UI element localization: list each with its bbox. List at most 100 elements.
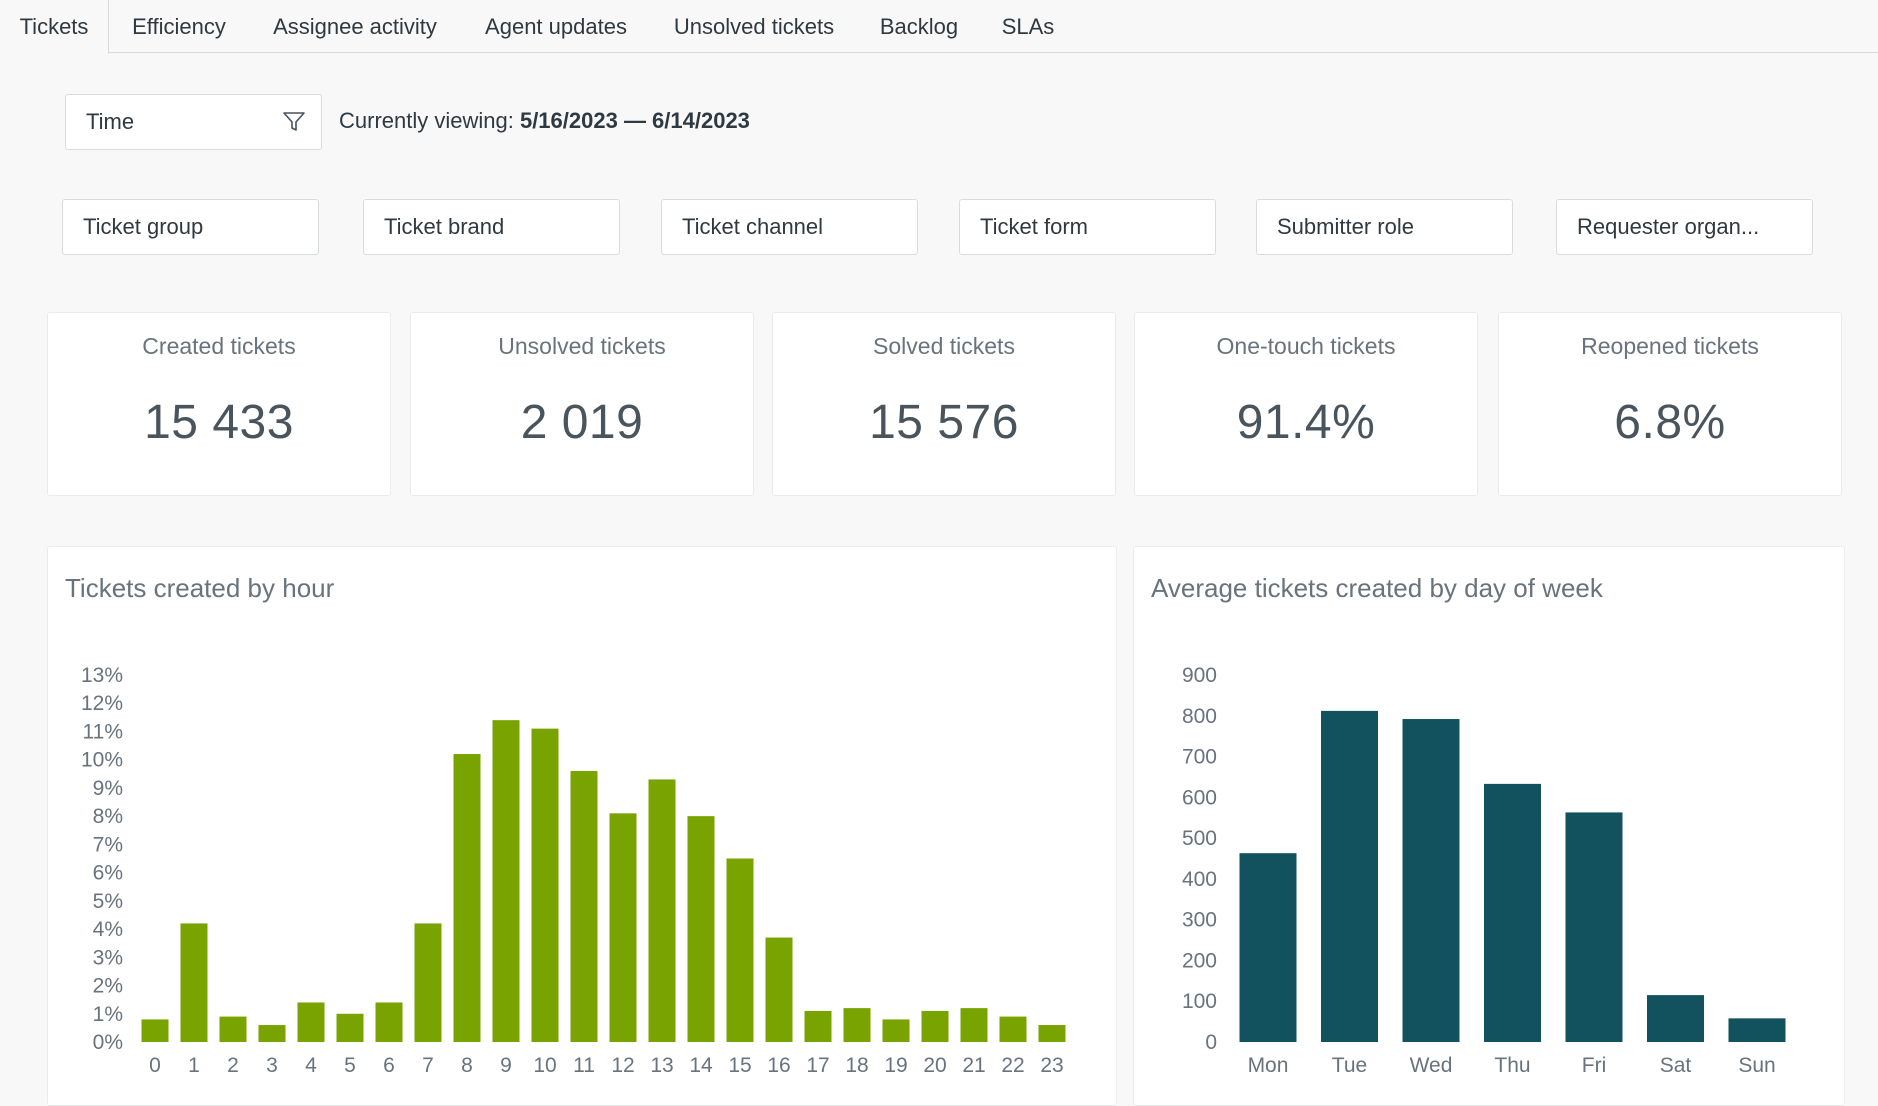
kpi-label: Created tickets <box>142 333 296 359</box>
x-tick-label: Mon <box>1248 1054 1289 1077</box>
bar <box>1728 1018 1786 1042</box>
bar <box>726 858 754 1042</box>
bar <box>414 923 442 1042</box>
y-tick-label: 8% <box>93 805 123 828</box>
tab-assignee-activity[interactable]: Assignee activity <box>273 13 437 39</box>
bar <box>1565 812 1623 1042</box>
y-tick-label: 13% <box>81 664 123 687</box>
tab-unsolved-tickets[interactable]: Unsolved tickets <box>673 13 835 39</box>
x-tick-label: 22 <box>1001 1054 1024 1077</box>
bar <box>570 770 598 1042</box>
x-tick-label: 11 <box>573 1054 595 1077</box>
bar <box>609 813 637 1042</box>
x-tick-label: 19 <box>884 1054 907 1077</box>
y-tick-label: 11% <box>83 720 123 743</box>
bar <box>297 1002 325 1042</box>
y-tick-label: 700 <box>1182 746 1217 769</box>
x-tick-label: 20 <box>923 1054 946 1077</box>
kpi-label: One-touch tickets <box>1216 333 1396 359</box>
bar <box>1239 853 1297 1042</box>
filter-ticket-form[interactable]: Ticket form <box>959 199 1216 255</box>
x-tick-label: 9 <box>500 1054 512 1077</box>
weekday-bar-chart: 0 100 200 300 400 500 600 700 800 900 Mon Tue Wed Thu… <box>1182 664 1786 1077</box>
tab-slas[interactable]: SLAs <box>1001 13 1055 39</box>
tab-agent-updates[interactable]: Agent updates <box>485 13 627 39</box>
bar <box>687 816 715 1042</box>
kpi-solved-tickets: Solved tickets 15 576 <box>772 312 1116 496</box>
bar <box>375 1002 403 1042</box>
x-tick-label: Tue <box>1332 1054 1367 1077</box>
y-tick-label: 1% <box>93 1003 123 1026</box>
kpi-value: 91.4% <box>1236 396 1376 449</box>
y-tick-label: 500 <box>1182 827 1217 850</box>
x-tick-label: 7 <box>422 1054 434 1077</box>
x-tick-label: 12 <box>611 1054 634 1077</box>
report-tab-bar: Tickets Efficiency Assignee activity Age… <box>0 0 1878 54</box>
y-tick-label: 10% <box>81 749 123 772</box>
bar <box>492 720 520 1042</box>
bar <box>1647 995 1704 1042</box>
bar <box>1484 783 1541 1042</box>
y-tick-label: 12% <box>81 692 123 715</box>
filter-requester-organization[interactable]: Requester organ... <box>1556 199 1813 255</box>
kpi-label: Solved tickets <box>873 333 1015 359</box>
weekday-chart-title: Average tickets created by day of week <box>1151 573 1603 603</box>
bar <box>1038 1025 1066 1042</box>
y-tick-label: 400 <box>1182 868 1217 891</box>
bar <box>141 1019 169 1042</box>
bar <box>531 728 559 1042</box>
y-tick-label: 5% <box>93 890 123 913</box>
y-tick-label: 200 <box>1182 949 1217 972</box>
time-filter-label: Time <box>86 109 135 134</box>
y-tick-label: 100 <box>1182 990 1217 1013</box>
y-tick-label: 600 <box>1182 786 1217 809</box>
viewing-prefix: Currently viewing: <box>339 108 520 133</box>
kpi-label: Reopened tickets <box>1581 333 1759 359</box>
bar <box>648 779 676 1042</box>
filter-ticket-channel[interactable]: Ticket channel <box>661 199 918 255</box>
y-tick-label: 3% <box>93 946 123 969</box>
x-tick-label: Wed <box>1410 1054 1453 1077</box>
y-tick-label: 9% <box>93 777 123 800</box>
x-tick-label: 17 <box>806 1054 829 1077</box>
y-tick-label: 800 <box>1182 705 1217 728</box>
bar <box>765 937 793 1042</box>
x-tick-label: 16 <box>767 1054 790 1077</box>
tab-tickets[interactable]: Tickets <box>0 0 109 54</box>
filter-submitter-role[interactable]: Submitter role <box>1256 199 1513 255</box>
y-tick-label: 4% <box>93 918 123 941</box>
bar <box>258 1025 286 1042</box>
viewing-range: 5/16/2023 — 6/14/2023 <box>519 108 750 133</box>
x-tick-label: 14 <box>689 1054 713 1077</box>
y-tick-label: 2% <box>93 975 123 998</box>
bar <box>336 1013 364 1042</box>
x-tick-label: 23 <box>1040 1054 1063 1077</box>
y-tick-label: 0 <box>1205 1031 1217 1054</box>
kpi-created-tickets: Created tickets 15 433 <box>47 312 391 496</box>
kpi-label: Unsolved tickets <box>498 333 666 359</box>
bar <box>843 1008 871 1042</box>
tab-efficiency[interactable]: Efficiency <box>132 13 226 39</box>
weekday-chart-panel: Average tickets created by day of week 0… <box>1133 546 1845 1106</box>
hourly-chart-panel: Tickets created by hour 0% 1% 2% 3% 4% 5% 6% 7%… <box>47 546 1117 1106</box>
x-tick-label: 1 <box>188 1054 200 1077</box>
bar <box>1402 719 1460 1042</box>
y-tick-label: 300 <box>1182 909 1217 932</box>
bar <box>453 754 481 1042</box>
filter-ticket-brand[interactable]: Ticket brand <box>363 199 620 255</box>
x-tick-label: 4 <box>305 1054 317 1077</box>
tab-backlog[interactable]: Backlog <box>879 13 959 39</box>
x-tick-label: 0 <box>149 1054 161 1077</box>
time-filter-button[interactable]: Time <box>65 94 322 150</box>
y-tick-label: 900 <box>1182 664 1217 687</box>
current-date-range: Currently viewing: 5/16/2023 — 6/14/2023 <box>339 108 750 134</box>
bar <box>999 1016 1027 1042</box>
kpi-reopened-tickets: Reopened tickets 6.8% <box>1498 312 1842 496</box>
kpi-value: 2 019 <box>520 396 644 449</box>
y-tick-label: 7% <box>93 833 123 856</box>
bar <box>219 1016 247 1042</box>
filter-ticket-group[interactable]: Ticket group <box>62 199 319 255</box>
x-tick-label: 21 <box>962 1054 985 1077</box>
kpi-unsolved-tickets: Unsolved tickets 2 019 <box>410 312 754 496</box>
x-tick-label: 5 <box>344 1054 356 1077</box>
